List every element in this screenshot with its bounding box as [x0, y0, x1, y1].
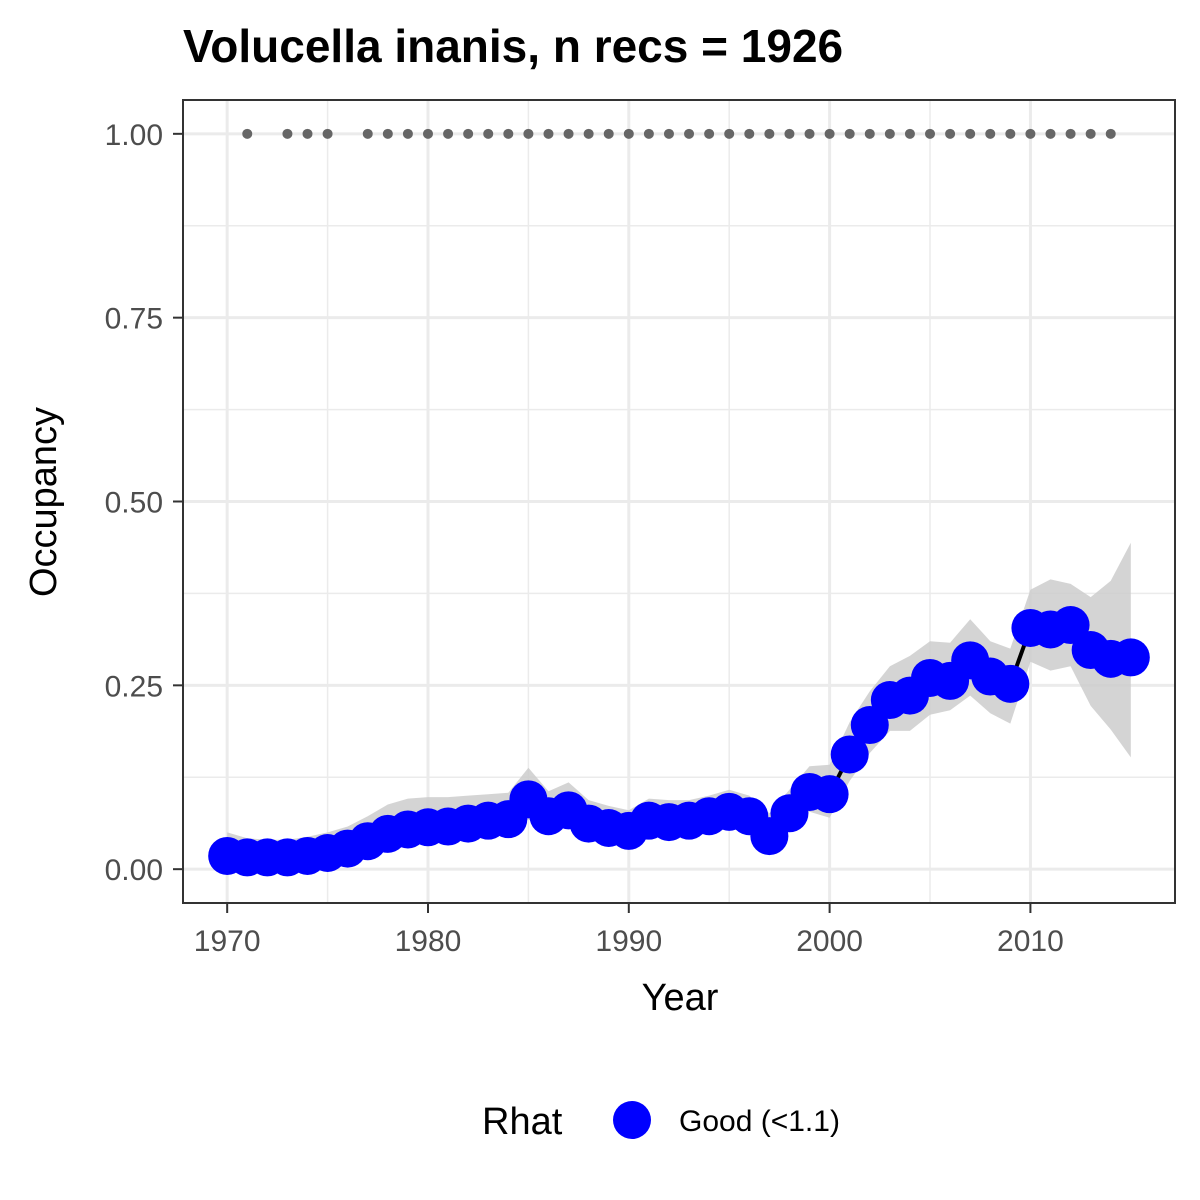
occupancy-points — [208, 606, 1150, 877]
record-dot — [362, 128, 373, 139]
x-tick-label: 2000 — [796, 925, 863, 958]
legend-title: Rhat — [482, 1101, 563, 1143]
record-dot — [724, 128, 735, 139]
record-dot — [1065, 128, 1076, 139]
record-dot — [463, 128, 474, 139]
record-dot — [925, 128, 936, 139]
record-dot — [1105, 128, 1116, 139]
data-point — [810, 775, 849, 814]
record-dot — [744, 128, 755, 139]
record-dot — [784, 128, 795, 139]
x-axis: 1970 1980 1990 2000 2010 — [194, 903, 1064, 958]
record-dot — [282, 128, 293, 139]
record-dot — [985, 128, 996, 139]
confidence-ribbon — [227, 542, 1131, 867]
record-dots — [242, 128, 1116, 139]
data-point — [991, 664, 1030, 703]
record-dot — [382, 128, 393, 139]
legend-key-good — [613, 1101, 651, 1139]
data-point — [1111, 638, 1150, 677]
x-tick-label: 1970 — [194, 925, 261, 958]
record-dot — [623, 128, 634, 139]
record-dot — [563, 128, 574, 139]
y-tick-label: 0.00 — [105, 854, 163, 887]
record-dot — [643, 128, 654, 139]
y-axis-title: Occupancy — [23, 407, 65, 597]
x-tick-label: 1990 — [595, 925, 662, 958]
y-tick-label: 0.25 — [105, 670, 163, 703]
record-dot — [684, 128, 695, 139]
record-dot — [844, 128, 855, 139]
y-axis: 0.00 0.25 0.50 0.75 1.00 — [105, 119, 183, 887]
record-dot — [242, 128, 253, 139]
y-tick-label: 0.75 — [105, 303, 163, 336]
record-dot — [1085, 128, 1096, 139]
record-dot — [503, 128, 514, 139]
record-dot — [804, 128, 815, 139]
legend-label-good: Good (<1.1) — [679, 1105, 840, 1138]
record-dot — [523, 128, 534, 139]
x-tick-label: 1980 — [395, 925, 462, 958]
record-dot — [1005, 128, 1016, 139]
x-axis-title: Year — [642, 977, 719, 1019]
grid-major — [183, 100, 1175, 903]
record-dot — [884, 128, 895, 139]
record-dot — [764, 128, 775, 139]
record-dot — [483, 128, 494, 139]
record-dot — [302, 128, 313, 139]
record-dot — [422, 128, 433, 139]
record-dot — [704, 128, 715, 139]
record-dot — [1025, 128, 1036, 139]
record-dot — [322, 128, 333, 139]
record-dot — [1045, 128, 1056, 139]
record-dot — [864, 128, 875, 139]
record-dot — [583, 128, 594, 139]
data-point — [830, 735, 869, 774]
plot-area — [182, 99, 1176, 904]
legend: Rhat Good (<1.1) — [482, 1101, 840, 1143]
record-dot — [965, 128, 976, 139]
y-tick-label: 0.50 — [105, 487, 163, 520]
y-tick-label: 1.00 — [105, 119, 163, 152]
record-dot — [904, 128, 915, 139]
chart-title: Volucella inanis, n recs = 1926 — [183, 20, 843, 72]
record-dot — [824, 128, 835, 139]
record-dot — [945, 128, 956, 139]
record-dot — [402, 128, 413, 139]
record-dot — [443, 128, 454, 139]
record-dot — [543, 128, 554, 139]
record-dot — [603, 128, 614, 139]
record-dot — [663, 128, 674, 139]
x-tick-label: 2010 — [997, 925, 1064, 958]
